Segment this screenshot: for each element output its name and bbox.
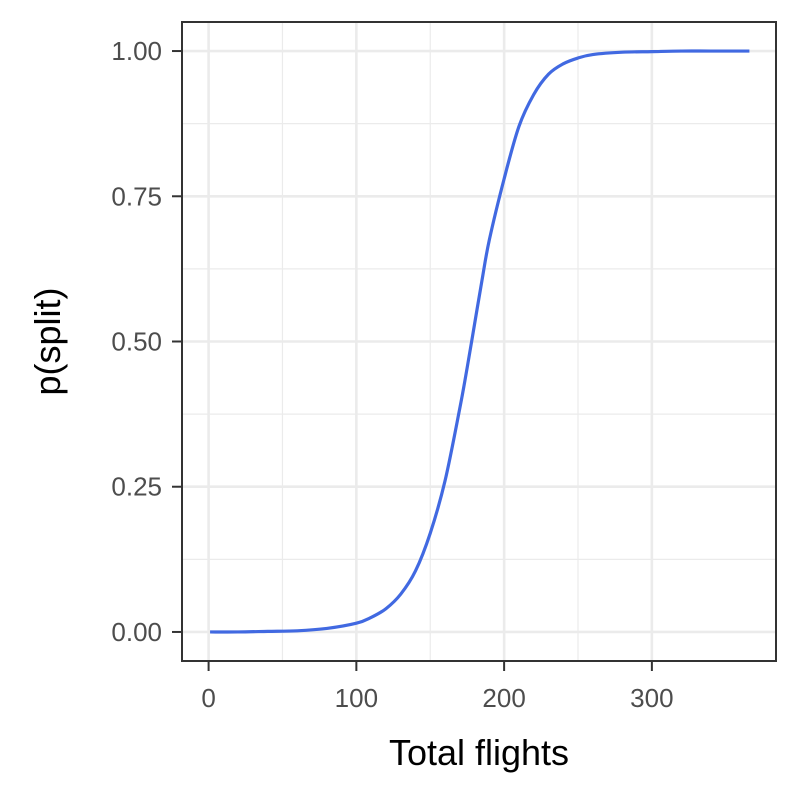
y-axis: 0.00 0.25 0.50 0.75 1.00 <box>111 36 182 647</box>
series-layer <box>210 49 750 634</box>
plot-panel <box>181 21 777 662</box>
y-tick-label: 0.50 <box>111 327 162 357</box>
x-tick-label: 200 <box>482 683 525 713</box>
y-tick-label: 0.00 <box>111 617 162 647</box>
x-tick-label: 100 <box>335 683 378 713</box>
x-axis: 0 100 200 300 <box>201 661 674 713</box>
x-axis-title: Total flights <box>389 732 569 773</box>
y-axis-title: p(split) <box>27 287 68 395</box>
y-tick-label: 0.25 <box>111 472 162 502</box>
x-tick-label: 0 <box>201 683 215 713</box>
series-line <box>210 49 750 634</box>
y-tick-label: 0.75 <box>111 181 162 211</box>
y-tick-label: 1.00 <box>111 36 162 66</box>
x-tick-label: 300 <box>630 683 673 713</box>
